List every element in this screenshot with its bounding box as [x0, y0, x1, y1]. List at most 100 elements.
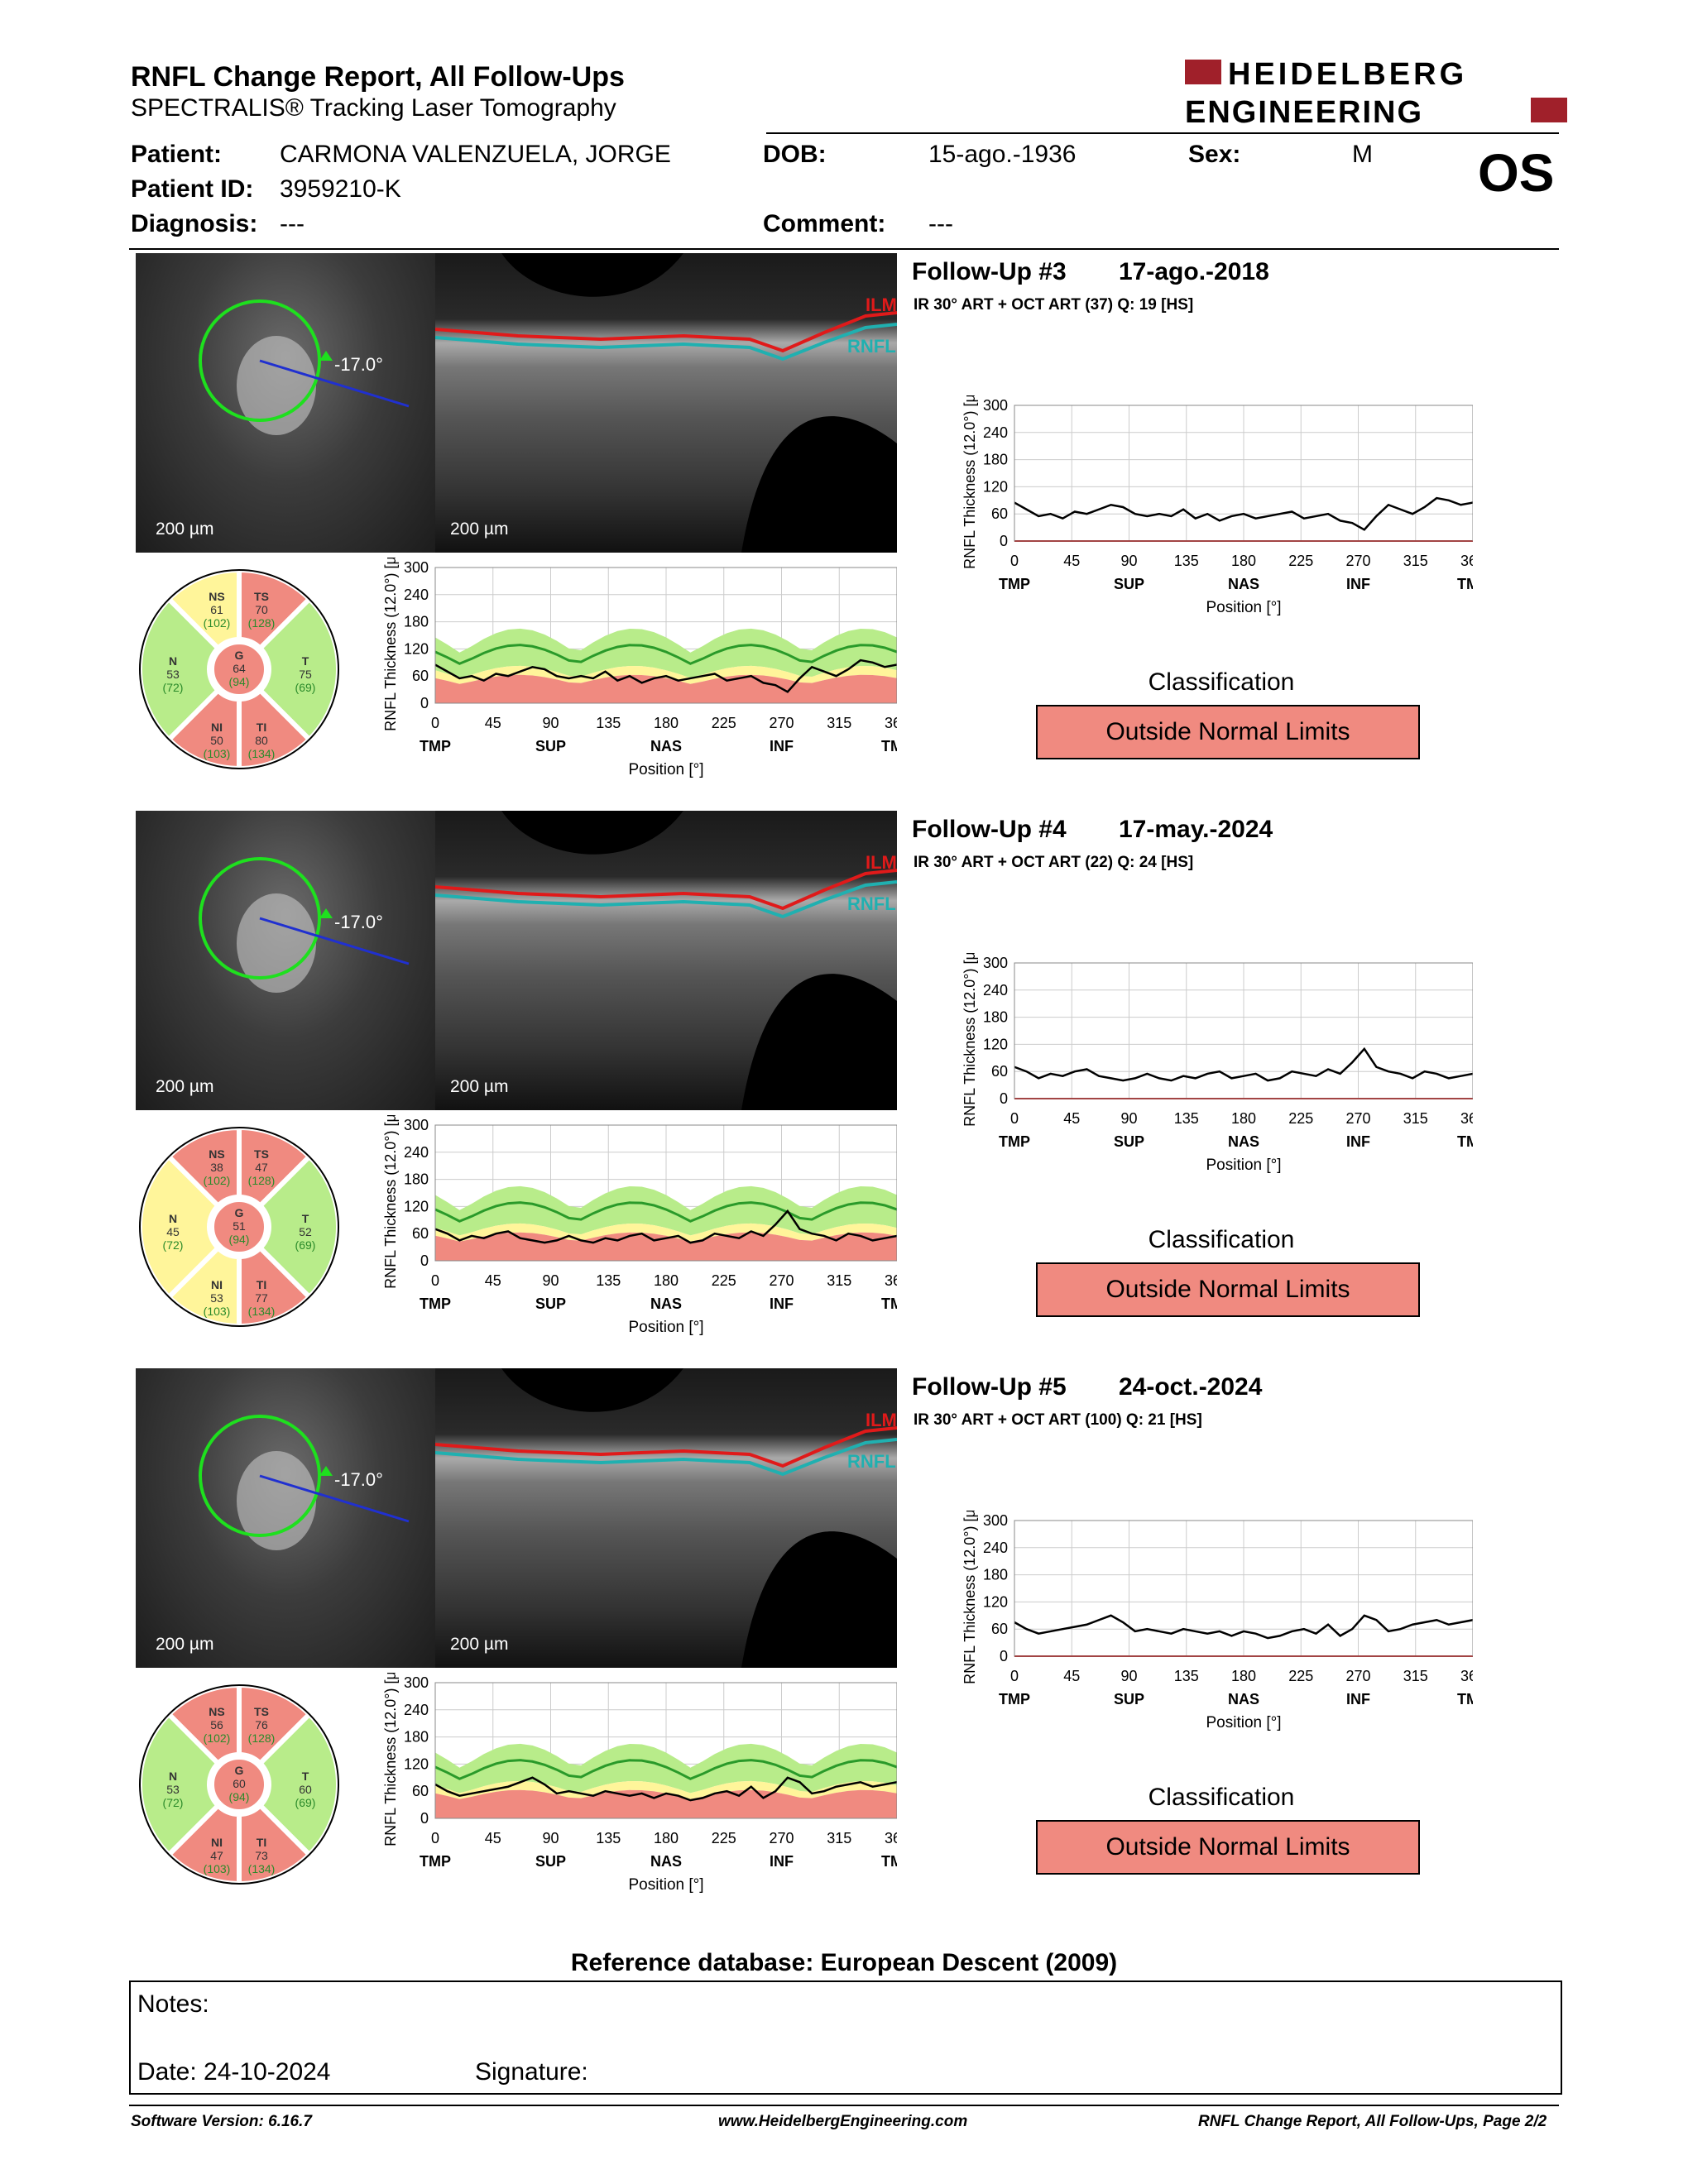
y-tick-label: 0 [420, 1810, 429, 1827]
sector-value: 52 [299, 1225, 312, 1238]
x-tick-label: 180 [1231, 553, 1256, 569]
followup-date: 17-may.-2024 [1119, 816, 1273, 843]
sector-ref: (102) [204, 616, 231, 630]
sector-label: N [169, 1212, 177, 1225]
sector-label: N [169, 654, 177, 668]
sector-dial: TS76(128)T60(69)TI73(134)NI47(103)N53(72… [137, 1682, 341, 1887]
x-tick-label: 0 [1010, 1110, 1019, 1127]
sector-label: T [302, 1770, 309, 1783]
x-tick-label: 270 [769, 1830, 794, 1846]
notes-label: Notes: [137, 1990, 209, 2018]
scan-angle: -17.0° [334, 354, 383, 375]
y-tick-label: 60 [991, 1063, 1008, 1080]
y-tick-label: 60 [991, 505, 1008, 522]
sector-ref: (103) [204, 1305, 231, 1318]
thickness-chart: 300 240 180 120 60 00 45 90 135 180 225 270 315 360 TM… [961, 953, 1473, 1174]
sector-value: 53 [166, 1783, 180, 1796]
sector-value: 64 [233, 662, 246, 675]
x-tick-label: 315 [827, 1830, 851, 1846]
x-tick-label: 315 [1403, 1668, 1428, 1684]
sector-value: 53 [210, 1291, 223, 1305]
followup-date: 24-oct.-2024 [1119, 1373, 1263, 1401]
x-tick-label: 90 [542, 1272, 559, 1289]
eye-label: OS [1478, 143, 1555, 203]
logo-line2: ENGINEERING [1185, 95, 1423, 129]
x-tick-label: 45 [485, 1830, 501, 1846]
x-tick-label: 360 [1460, 553, 1473, 569]
sector-label: TI [257, 721, 266, 734]
x-region-label: TMP [999, 1133, 1030, 1150]
sector-ref: (72) [163, 1796, 184, 1809]
sector-value: 77 [255, 1291, 268, 1305]
y-axis-label: RNFL Thickness (12.0°) [µm] [382, 1673, 399, 1846]
sector-label: G [235, 649, 244, 662]
y-tick-label: 0 [1000, 533, 1008, 549]
thickness-chart: 300 240 180 120 60 00 45 90 135 180 225 270 315 360 TM… [382, 558, 897, 778]
y-tick-label: 180 [404, 1729, 429, 1746]
x-region-label: TMP [420, 738, 451, 754]
y-tick-label: 300 [983, 955, 1008, 971]
y-tick-label: 240 [404, 1702, 429, 1718]
x-tick-label: 0 [431, 1272, 439, 1289]
y-tick-label: 240 [983, 1540, 1008, 1556]
x-tick-label: 135 [1174, 553, 1199, 569]
rnfl-label: RNFL [847, 1451, 896, 1472]
sector-ref: (103) [204, 1862, 231, 1875]
followup-title: Follow-Up #3 [912, 258, 1067, 285]
oct-bscan-image: ILM RNFL 200 µm [435, 811, 897, 1110]
dob-label: DOB: [763, 141, 827, 168]
x-region-label: NAS [1228, 1133, 1259, 1150]
sector-ref: (134) [248, 747, 276, 760]
x-region-label: TMP [420, 1853, 451, 1870]
classification-title: Classification [1148, 668, 1295, 696]
y-tick-label: 240 [983, 982, 1008, 999]
y-tick-label: 240 [404, 1144, 429, 1161]
x-region-label: TMP [881, 1853, 897, 1870]
notes-box[interactable]: Notes: Date: 24-10-2024 Signature: [129, 1980, 1562, 2095]
x-tick-label: 225 [1288, 553, 1313, 569]
rnfl-label: RNFL [847, 336, 896, 357]
x-region-label: TMP [999, 576, 1030, 592]
website-link[interactable]: www.HeidelbergEngineering.com [718, 2113, 968, 2130]
thickness-line [434, 1209, 897, 1244]
logo-line1: HEIDELBERG [1228, 58, 1467, 92]
y-tick-label: 0 [420, 695, 429, 711]
y-tick-label: 180 [983, 452, 1008, 468]
report-subtitle: SPECTRALIS® Tracking Laser Tomography [131, 94, 616, 122]
followup-date: 17-ago.-2018 [1119, 258, 1269, 285]
sector-label: TS [254, 590, 269, 603]
comment-value: --- [928, 210, 953, 237]
x-axis-label: Position [°] [628, 1319, 703, 1336]
patient-id: 3959210-K [280, 175, 401, 203]
x-tick-label: 90 [542, 1830, 559, 1846]
patient-rule [129, 248, 1559, 250]
y-tick-label: 120 [983, 1036, 1008, 1052]
sector-ref: (134) [248, 1862, 276, 1875]
sector-value: 60 [299, 1783, 312, 1796]
sector-value: 50 [210, 734, 223, 747]
x-region-label: SUP [535, 1853, 566, 1870]
x-region-label: INF [1346, 1691, 1370, 1707]
sector-label: G [235, 1764, 244, 1777]
signature-label: Signature: [475, 2058, 588, 2086]
x-region-label: TMP [1457, 1133, 1473, 1150]
x-region-label: SUP [1114, 576, 1144, 592]
thickness-chart: 300 240 180 120 60 00 45 90 135 180 225 270 315 360 TM… [382, 1115, 897, 1336]
thickness-chart: 300 240 180 120 60 00 45 90 135 180 225 270 315 360 TM… [382, 1673, 897, 1894]
y-tick-label: 60 [991, 1621, 1008, 1637]
classification-result: Outside Normal Limits [1036, 705, 1420, 759]
y-tick-label: 180 [404, 1171, 429, 1188]
sector-value: 38 [210, 1161, 223, 1174]
software-version: Software Version: 6.16.7 [131, 2113, 312, 2130]
bscan-scale: 200 µm [450, 520, 508, 539]
x-tick-label: 360 [1460, 1668, 1473, 1684]
sector-value: 60 [233, 1777, 246, 1790]
x-tick-label: 45 [485, 1272, 501, 1289]
sector-ref: (102) [204, 1731, 231, 1745]
sector-label: N [169, 1770, 177, 1783]
y-tick-label: 60 [412, 668, 429, 684]
thickness-line [1014, 496, 1473, 531]
y-tick-label: 300 [404, 1674, 429, 1691]
fundus-scale: 200 µm [156, 520, 213, 539]
y-axis-label: RNFL Thickness (12.0°) [µm] [961, 953, 978, 1127]
